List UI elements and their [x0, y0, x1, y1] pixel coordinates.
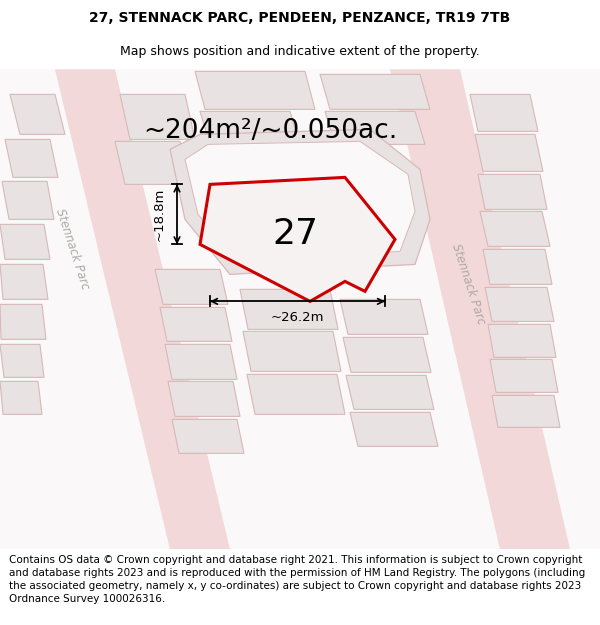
Polygon shape	[247, 374, 345, 414]
Polygon shape	[346, 376, 434, 409]
Polygon shape	[490, 359, 558, 392]
Text: ~204m²/~0.050ac.: ~204m²/~0.050ac.	[143, 118, 397, 144]
Polygon shape	[120, 94, 195, 139]
Polygon shape	[483, 249, 552, 284]
Polygon shape	[170, 129, 430, 274]
Text: ~18.8m: ~18.8m	[152, 188, 166, 241]
Polygon shape	[480, 211, 550, 246]
Polygon shape	[343, 338, 431, 372]
Text: Stennack Parc: Stennack Parc	[449, 242, 487, 326]
Polygon shape	[200, 111, 300, 144]
Polygon shape	[340, 299, 428, 334]
Polygon shape	[160, 308, 232, 341]
Polygon shape	[492, 396, 560, 428]
Polygon shape	[320, 74, 430, 109]
Polygon shape	[0, 381, 42, 414]
Polygon shape	[200, 177, 395, 301]
Polygon shape	[485, 288, 554, 321]
Polygon shape	[350, 412, 438, 446]
Text: Stennack Parc: Stennack Parc	[53, 208, 91, 291]
Text: 27: 27	[272, 217, 318, 251]
Text: 27, STENNACK PARC, PENDEEN, PENZANCE, TR19 7TB: 27, STENNACK PARC, PENDEEN, PENZANCE, TR…	[89, 11, 511, 26]
Polygon shape	[172, 419, 244, 453]
Polygon shape	[10, 94, 65, 134]
Polygon shape	[390, 69, 570, 549]
Polygon shape	[185, 141, 415, 261]
Polygon shape	[478, 174, 547, 209]
Polygon shape	[243, 331, 341, 371]
Polygon shape	[155, 269, 228, 304]
Text: ~26.2m: ~26.2m	[271, 311, 324, 324]
Polygon shape	[0, 344, 44, 377]
Polygon shape	[195, 71, 315, 109]
Polygon shape	[475, 134, 543, 171]
Polygon shape	[55, 69, 230, 549]
Polygon shape	[2, 181, 54, 219]
Polygon shape	[5, 139, 58, 177]
Polygon shape	[240, 289, 338, 329]
Polygon shape	[470, 94, 538, 131]
Polygon shape	[168, 381, 240, 416]
Text: Contains OS data © Crown copyright and database right 2021. This information is : Contains OS data © Crown copyright and d…	[9, 554, 585, 604]
Text: Map shows position and indicative extent of the property.: Map shows position and indicative extent…	[120, 45, 480, 58]
Polygon shape	[488, 324, 556, 357]
Polygon shape	[0, 264, 48, 299]
Polygon shape	[115, 141, 190, 184]
Polygon shape	[325, 111, 425, 144]
Polygon shape	[0, 224, 50, 259]
Polygon shape	[0, 304, 46, 339]
Polygon shape	[165, 344, 237, 379]
